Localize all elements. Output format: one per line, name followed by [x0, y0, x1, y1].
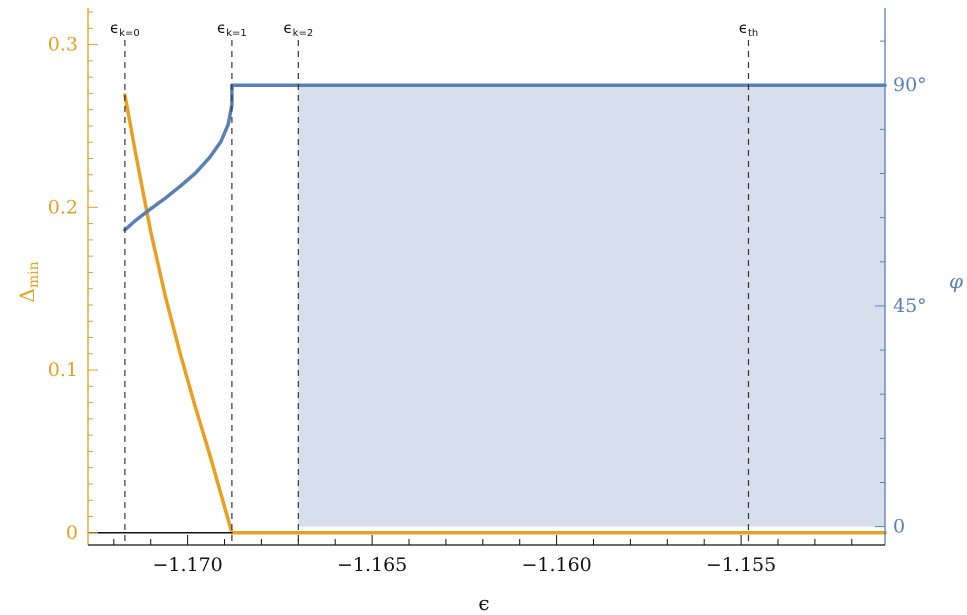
left-tick-label-1: 0.1: [48, 359, 78, 381]
left-tick-label-3: 0.3: [48, 34, 78, 56]
left-axis-title: Δmin: [15, 261, 42, 302]
right-tick-label-2: 90°: [893, 74, 927, 96]
right-tick-label-1: 45°: [893, 295, 927, 317]
vline-label-1: ϵk=1: [217, 19, 247, 39]
left-tick-label-0: 0: [66, 522, 78, 544]
vline-label-3: ϵth: [739, 19, 759, 39]
left-tick-label-2: 0.2: [48, 196, 78, 218]
series-line-0: [123, 93, 887, 535]
vline-label-2: ϵk=2: [283, 19, 313, 39]
series-line-1: [123, 83, 887, 232]
right-tick-label-0: 0: [893, 516, 905, 538]
x-tick-label-0: −1.170: [152, 554, 222, 576]
shaded-region: [298, 85, 885, 527]
vline-label-0: ϵk=0: [110, 19, 140, 39]
x-tick-label-1: −1.165: [337, 554, 407, 576]
x-axis-title: ϵ: [478, 591, 489, 615]
x-tick-label-3: −1.155: [706, 554, 776, 576]
x-tick-label-2: −1.160: [521, 554, 591, 576]
right-axis-title: φ: [949, 269, 963, 293]
